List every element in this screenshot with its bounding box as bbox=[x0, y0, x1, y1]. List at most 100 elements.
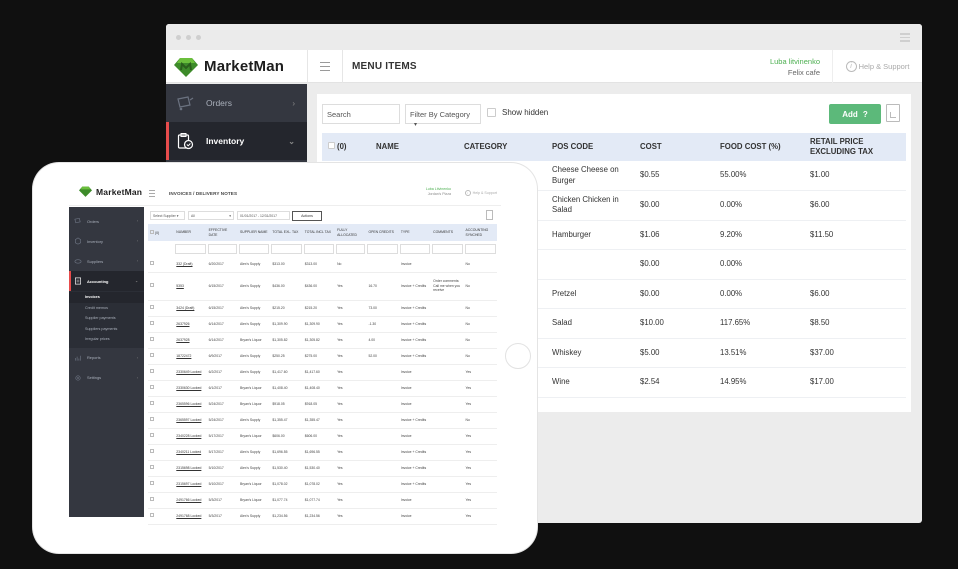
number-cell[interactable]: 2491766 Locked bbox=[174, 492, 207, 509]
table-row[interactable]: 5353 6/15/2017 Alex's Supply $436.00 $436.00… bbox=[148, 272, 497, 301]
table-row[interactable]: 2330630 Locked 6/1/2017 Bryan's Liquor $1,4… bbox=[148, 380, 497, 397]
row-checkbox[interactable] bbox=[150, 353, 154, 358]
number-cell[interactable]: 2365596 Locked bbox=[174, 396, 207, 413]
search-input[interactable]: Search bbox=[322, 104, 400, 124]
filter-date-input[interactable] bbox=[207, 243, 238, 254]
show-hidden-toggle[interactable]: Show hidden bbox=[487, 108, 548, 117]
row-checkbox-cell[interactable] bbox=[148, 412, 175, 429]
table-row[interactable]: 2340228 Locked 5/17/2017 Bryan's Liquor $60… bbox=[148, 428, 497, 445]
filter-allocated-input[interactable] bbox=[336, 243, 366, 254]
hamburger-icon[interactable] bbox=[307, 50, 343, 83]
export-excel-icon[interactable] bbox=[886, 104, 900, 122]
row-checkbox-cell[interactable] bbox=[148, 300, 175, 317]
submenu-supplier-payments[interactable]: Supplier payments bbox=[85, 316, 116, 321]
row-checkbox[interactable] bbox=[150, 449, 154, 454]
table-row[interactable]: 2491766 Locked 5/3/2017 Bryan's Liquor $1,0… bbox=[148, 492, 497, 509]
row-checkbox[interactable] bbox=[150, 465, 154, 470]
show-hidden-checkbox[interactable] bbox=[487, 108, 496, 117]
number-cell[interactable]: 2315697 Locked bbox=[174, 476, 207, 493]
submenu-suppliers-payments[interactable]: Suppliers payments bbox=[85, 326, 118, 331]
row-checkbox-cell[interactable] bbox=[148, 460, 175, 477]
row-checkbox-cell[interactable] bbox=[148, 396, 175, 413]
sidebar-item-accounting[interactable]: Accounting ⌄ bbox=[69, 271, 144, 291]
sidebar-item-inventory[interactable]: Inventory › bbox=[69, 231, 144, 251]
col-effective-date[interactable]: EFFECTIVE DATE bbox=[208, 228, 228, 237]
window-menu-icon[interactable] bbox=[900, 33, 910, 44]
row-checkbox[interactable] bbox=[150, 283, 154, 288]
export-excel-icon[interactable] bbox=[486, 210, 493, 220]
number-cell[interactable]: 2637926 bbox=[174, 316, 207, 333]
col-food-cost[interactable]: FOOD COST (%) bbox=[720, 142, 781, 151]
row-checkbox[interactable] bbox=[150, 337, 154, 342]
sidebar-item-settings[interactable]: Settings › bbox=[69, 368, 144, 388]
row-checkbox[interactable] bbox=[150, 433, 154, 438]
brand-logo[interactable]: MarketMan bbox=[166, 50, 307, 83]
number-cell[interactable]: 3424 (Draft) bbox=[174, 300, 207, 317]
filter-incl-input[interactable] bbox=[303, 243, 335, 254]
filter-excl-input[interactable] bbox=[271, 243, 302, 254]
add-button[interactable]: Add ? bbox=[829, 104, 881, 124]
date-range-input[interactable]: 01/01/2017 - 12/31/2017 bbox=[237, 211, 290, 220]
filter-type-input[interactable] bbox=[399, 243, 431, 254]
row-checkbox[interactable] bbox=[150, 369, 154, 374]
row-checkbox[interactable] bbox=[150, 305, 154, 310]
col-supplier-name[interactable]: SUPPLIER NAME bbox=[240, 230, 268, 235]
sidebar-item-orders[interactable]: Orders › bbox=[69, 211, 144, 231]
hamburger-icon[interactable] bbox=[149, 181, 163, 206]
filter-number-input[interactable] bbox=[175, 243, 206, 254]
filter-credits-input[interactable] bbox=[367, 243, 398, 254]
table-row[interactable]: 2637928 6/14/2017 Bryan's Liquor $1,305.82 $… bbox=[148, 332, 497, 349]
row-checkbox-cell[interactable] bbox=[148, 444, 175, 461]
row-checkbox[interactable] bbox=[150, 417, 154, 422]
submenu-invoices[interactable]: Invoices bbox=[69, 292, 144, 303]
sidebar-item-inventory[interactable]: Inventory ⌄ bbox=[166, 122, 307, 160]
row-checkbox[interactable] bbox=[150, 321, 154, 326]
number-cell[interactable]: 2365597 Locked bbox=[174, 412, 207, 429]
row-checkbox-cell[interactable] bbox=[148, 508, 175, 525]
col-name[interactable]: NAME bbox=[376, 142, 399, 151]
number-cell[interactable]: 2491768 Locked bbox=[174, 508, 207, 525]
table-row[interactable]: 2491768 Locked 5/3/2017 Alex's Supply $1,23… bbox=[148, 508, 497, 525]
number-cell[interactable]: 2637928 bbox=[174, 332, 207, 349]
row-checkbox[interactable] bbox=[150, 513, 154, 518]
row-checkbox-cell[interactable] bbox=[148, 428, 175, 445]
help-support-link[interactable]: i Help & Support bbox=[832, 50, 922, 83]
col-type[interactable]: TYPE bbox=[400, 230, 410, 235]
col-accounting-synched[interactable]: ACCOUNTING SYNCHED bbox=[465, 228, 489, 237]
select-all-header[interactable]: (0) bbox=[322, 133, 370, 161]
row-checkbox-cell[interactable] bbox=[148, 348, 175, 365]
submenu-credit-memos[interactable]: Credit memos bbox=[85, 305, 108, 310]
number-cell[interactable]: 2340228 Locked bbox=[174, 428, 207, 445]
table-row[interactable]: 332 (Draft) 6/20/2017 Alex's Supply $313.00… bbox=[148, 256, 497, 273]
col-category[interactable]: CATEGORY bbox=[464, 142, 508, 151]
table-row[interactable]: 2365597 Locked 5/24/2017 Alex's Supply $1,3… bbox=[148, 412, 497, 429]
row-checkbox-cell[interactable] bbox=[148, 492, 175, 509]
window-controls[interactable] bbox=[176, 35, 201, 40]
row-checkbox[interactable] bbox=[150, 401, 154, 406]
col-open-credits[interactable]: OPEN CREDITS bbox=[368, 230, 394, 235]
number-cell[interactable]: 2330630 Locked bbox=[174, 380, 207, 397]
category-filter-select[interactable]: Filter By Category ▾ bbox=[405, 104, 481, 128]
table-row[interactable]: 2365596 Locked 5/24/2017 Bryan's Liquor $91… bbox=[148, 396, 497, 413]
table-row[interactable]: 2315698 Locked 5/10/2017 Alex's Supply $1,5… bbox=[148, 460, 497, 477]
number-cell[interactable]: 2340211 Locked bbox=[174, 444, 207, 461]
actions-button[interactable]: Actions bbox=[292, 210, 322, 221]
number-cell[interactable]: 2330649 Locked bbox=[174, 364, 207, 381]
col-total-excl-tax[interactable]: TOTAL EXL. TAX bbox=[272, 230, 299, 235]
row-checkbox-cell[interactable] bbox=[148, 316, 175, 333]
table-row[interactable]: 3424 (Draft) 6/15/2017 Alex's Supply $215.2… bbox=[148, 300, 497, 317]
col-comments[interactable]: COMMENTS bbox=[433, 230, 453, 235]
col-total-incl-tax[interactable]: TOTAL INCL TAX bbox=[304, 230, 331, 235]
col-retail-price[interactable]: RETAIL PRICE EXCLUDING TAX bbox=[810, 137, 874, 156]
table-row[interactable]: 2330649 Locked 6/2/2017 Alex's Supply $1,41… bbox=[148, 364, 497, 381]
filter-comments-input[interactable] bbox=[432, 243, 463, 254]
row-checkbox-cell[interactable] bbox=[148, 332, 175, 349]
row-checkbox[interactable] bbox=[150, 261, 154, 266]
user-info[interactable]: Luba Litvinenko Jordan's Pizza bbox=[426, 187, 451, 197]
col-pos-code[interactable]: POS CODE bbox=[552, 142, 594, 151]
user-info[interactable]: Luba litvinenko Felix cafe bbox=[770, 56, 820, 78]
status-select[interactable]: All ▾ bbox=[188, 211, 234, 220]
tablet-brand-logo[interactable]: MarketMan bbox=[79, 186, 142, 197]
table-row[interactable]: 2315697 Locked 5/10/2017 Bryan's Liquor $1,… bbox=[148, 476, 497, 493]
row-checkbox[interactable] bbox=[150, 385, 154, 390]
